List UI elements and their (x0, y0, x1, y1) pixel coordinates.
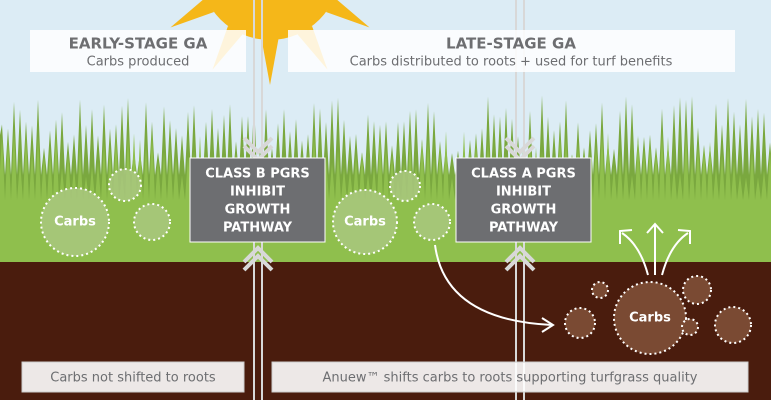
pgr-box-text: PATHWAY (223, 221, 293, 236)
pgr-box-text: GROWTH (225, 203, 291, 218)
header-subtitle: Carbs distributed to roots + used for tu… (350, 55, 673, 70)
header-subtitle: Carbs produced (87, 55, 190, 70)
pgr-box-text: INHIBIT (230, 185, 285, 200)
footer-text: Carbs not shifted to roots (50, 371, 216, 386)
diagram: EARLY-STAGE GA Carbs produced LATE-STAGE… (0, 0, 771, 400)
pgr-box-text: CLASS B PGRS (205, 167, 310, 182)
pgr-box-text: INHIBIT (496, 185, 551, 200)
footer-text: Anuew™ shifts carbs to roots supporting … (323, 371, 698, 386)
pgr-box-text: PATHWAY (489, 221, 559, 236)
header-title: LATE-STAGE GA (446, 35, 576, 53)
pgr-box-text: GROWTH (491, 203, 557, 218)
pgr-box-text: CLASS A PGRS (471, 167, 576, 182)
page: EARLY-STAGE GA Carbs produced LATE-STAGE… (0, 0, 771, 400)
carbs-label: Carbs (344, 215, 386, 230)
carbs-label: Carbs (629, 311, 671, 326)
carbs-label: Carbs (54, 215, 96, 230)
header-title: EARLY-STAGE GA (69, 35, 208, 53)
